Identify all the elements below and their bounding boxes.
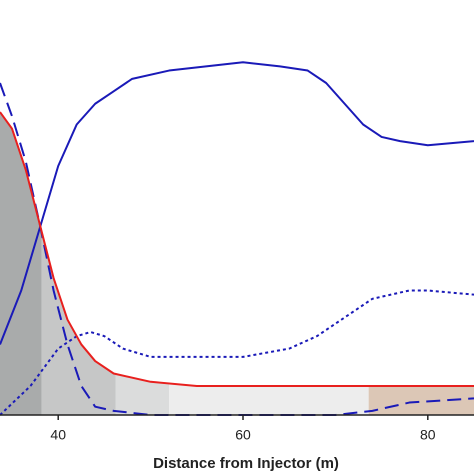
line bbox=[0, 61, 474, 345]
band bbox=[169, 112, 369, 415]
line bbox=[0, 82, 474, 416]
x-tick-label: 60 bbox=[235, 427, 251, 443]
band bbox=[41, 112, 116, 415]
x-axis-label: Distance from Injector (m) bbox=[153, 455, 339, 472]
line bbox=[0, 111, 474, 387]
x-tick-label: 80 bbox=[420, 427, 436, 443]
x-tick-label: 40 bbox=[50, 427, 66, 443]
band bbox=[115, 112, 170, 415]
band bbox=[368, 112, 474, 415]
lines bbox=[0, 61, 474, 416]
